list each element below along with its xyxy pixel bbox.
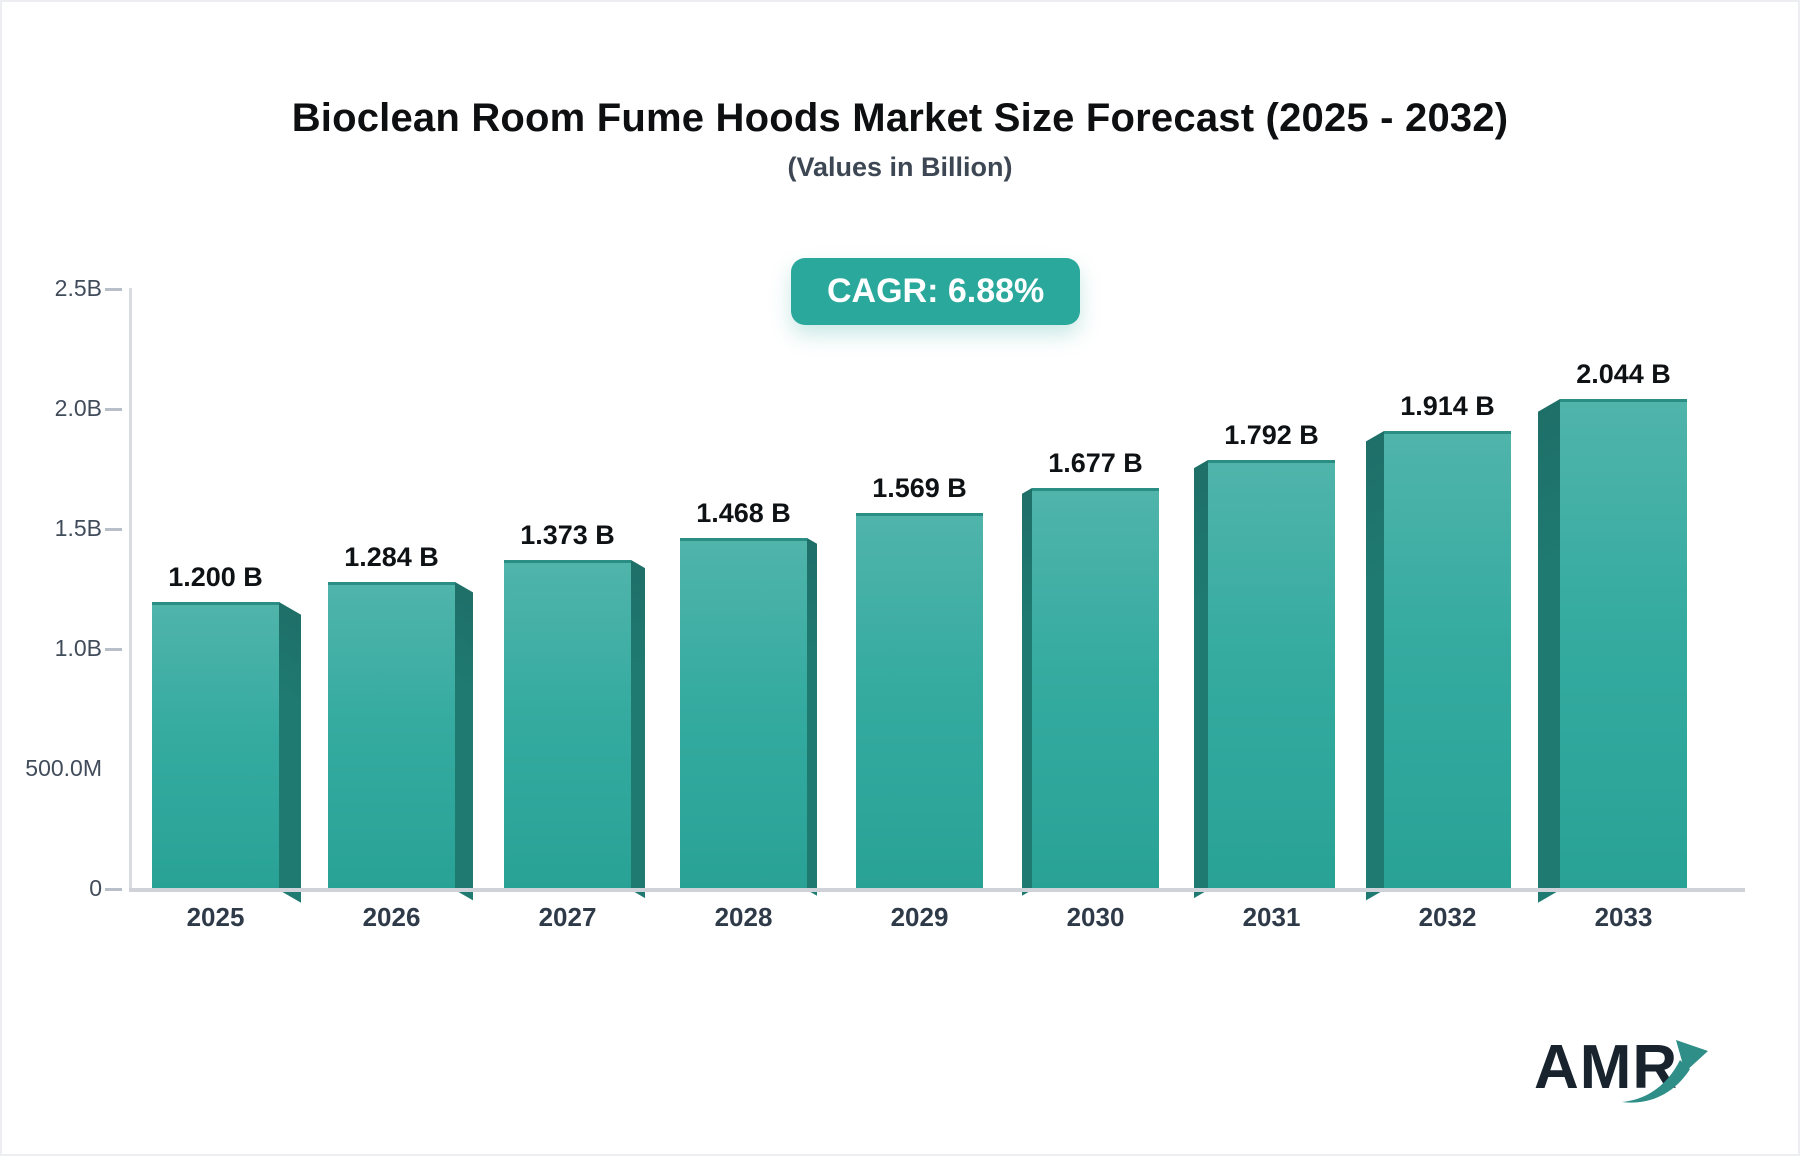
x-tick-label: 2026 xyxy=(362,902,421,932)
y-tick-dash xyxy=(105,888,122,891)
y-tick-label: 1.0B xyxy=(54,635,102,661)
chart-title: Bioclean Room Fume Hoods Market Size For… xyxy=(291,96,1509,140)
amr-logo: AMR xyxy=(1534,1032,1734,1118)
y-tick-dash xyxy=(105,528,122,531)
y-tick-label: 1.5B xyxy=(54,515,102,541)
bar-value-label: 1.284 B xyxy=(344,541,439,572)
bar-value-label: 1.373 B xyxy=(520,520,615,551)
x-tick-label: 2032 xyxy=(1418,902,1477,932)
bar-value-label: 1.677 B xyxy=(1048,447,1143,478)
bar-side xyxy=(279,602,301,903)
bar-side xyxy=(1194,459,1208,899)
bar-value-label: 1.200 B xyxy=(168,562,263,592)
logo-text: AMR xyxy=(1534,1033,1679,1102)
x-tick-label: 2033 xyxy=(1594,902,1653,932)
bar-2030 xyxy=(1032,487,1159,890)
y-tick-dash xyxy=(105,648,122,651)
y-tick-label: 2.5B xyxy=(54,275,102,301)
bar-side xyxy=(1366,430,1384,901)
bar-2028 xyxy=(680,537,807,890)
x-tick-label: 2031 xyxy=(1242,902,1301,932)
y-tick-dash xyxy=(105,408,122,411)
bar-side xyxy=(455,581,473,901)
y-axis-line xyxy=(129,288,132,890)
y-tick-label: 0 xyxy=(89,875,102,901)
bar-2027 xyxy=(504,560,631,890)
x-tick-label: 2028 xyxy=(714,902,773,932)
chart-subtitle: (Values in Billion) xyxy=(787,152,1013,182)
bar-side xyxy=(1538,399,1560,903)
bar-value-label: 1.569 B xyxy=(872,473,967,504)
bar-2032 xyxy=(1384,430,1511,890)
bar-2025 xyxy=(152,602,279,890)
bar-value-label: 1.468 B xyxy=(696,497,791,528)
bar-2029 xyxy=(856,513,983,890)
growth-arrow-icon xyxy=(1622,1040,1708,1103)
x-tick-label: 2025 xyxy=(186,902,245,932)
x-axis-line xyxy=(129,888,1745,892)
x-tick-label: 2029 xyxy=(890,902,949,932)
x-tick-label: 2030 xyxy=(1066,902,1125,932)
bar-side xyxy=(807,537,817,896)
bar-2031 xyxy=(1208,459,1335,890)
bar-side xyxy=(631,560,645,899)
y-tick-label: 2.0B xyxy=(54,395,102,421)
cagr-badge: CAGR: 6.88% xyxy=(791,258,1081,325)
bar-2033 xyxy=(1560,399,1687,890)
bar-2026 xyxy=(328,581,455,890)
bar-value-label: 1.792 B xyxy=(1224,419,1319,450)
bar-side xyxy=(1022,487,1032,896)
bar-value-label: 2.044 B xyxy=(1576,359,1671,390)
y-tick-dash xyxy=(105,288,122,291)
bar-value-label: 1.914 B xyxy=(1400,390,1495,421)
y-tick-label: 500.0M xyxy=(25,755,102,781)
x-tick-label: 2027 xyxy=(538,902,597,932)
